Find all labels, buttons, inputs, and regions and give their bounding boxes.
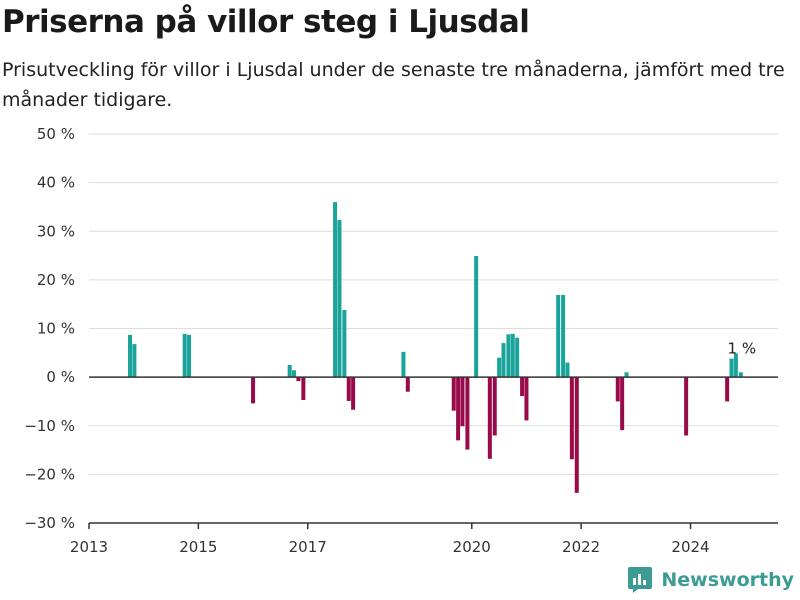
x-tick-label: 2022 [562, 538, 600, 556]
x-tick-label: 2020 [453, 538, 491, 556]
bar [492, 377, 497, 436]
bar [128, 334, 133, 378]
bar [337, 220, 342, 378]
chart-title: Priserna på villor steg i Ljusdal [2, 4, 530, 40]
bar [401, 351, 406, 378]
bar [624, 372, 629, 378]
bar [615, 377, 620, 402]
bar [296, 377, 301, 382]
bar [729, 358, 734, 378]
bar [182, 333, 187, 378]
x-tick-label: 2013 [70, 538, 108, 556]
y-tick-label: 20 % [37, 271, 75, 289]
bar [497, 357, 502, 378]
bar [725, 377, 730, 402]
tick-labels: −30 % −20 % −10 % 0 % 10 % 20 % 30 % 40 % 50 % 20… [24, 125, 709, 556]
bar [565, 362, 570, 378]
bar [501, 343, 506, 378]
bar [460, 377, 465, 427]
bar [351, 377, 356, 410]
newsworthy-logo: Newsworthy [627, 566, 794, 594]
y-tick-label: 30 % [37, 222, 75, 240]
bar [187, 334, 192, 378]
bar [251, 377, 256, 404]
bar [132, 344, 137, 378]
bar [524, 377, 529, 421]
bar [556, 294, 561, 378]
y-tick-label: 40 % [37, 174, 75, 192]
y-tick-label: 10 % [37, 320, 75, 338]
bar [301, 377, 306, 400]
y-tick-label: 0 % [46, 368, 75, 386]
bar [561, 294, 566, 378]
grid-lines [89, 133, 778, 524]
bar [506, 334, 511, 378]
axes [88, 376, 778, 529]
bar [346, 377, 351, 401]
bar [684, 377, 689, 436]
bar [515, 337, 520, 378]
bar [405, 377, 410, 392]
bar [569, 377, 574, 460]
bar [738, 372, 743, 378]
x-tick-label: 2017 [289, 538, 327, 556]
bar [487, 377, 492, 459]
bar [620, 377, 625, 431]
bar [510, 333, 515, 378]
x-tick-label: 2015 [179, 538, 217, 556]
bar [451, 377, 456, 411]
x-tick-label: 2024 [671, 538, 709, 556]
bar [292, 370, 297, 378]
bar [520, 377, 525, 397]
bar [474, 256, 479, 378]
bar [574, 377, 579, 493]
annotations: 1 % [728, 339, 757, 357]
bar [333, 202, 338, 378]
newsworthy-logo-icon [628, 567, 653, 593]
bars [128, 202, 743, 493]
brand-name: Newsworthy [661, 569, 794, 591]
bar [456, 377, 461, 441]
y-tick-label: −10 % [24, 417, 75, 435]
y-tick-label: 50 % [37, 125, 75, 143]
data-label: 1 % [728, 339, 757, 357]
bar [465, 377, 470, 450]
y-tick-label: −30 % [24, 514, 75, 532]
bar [733, 353, 738, 378]
bar [342, 310, 347, 378]
bar [287, 364, 292, 378]
chart-subtitle: Prisutveckling för villor i Ljusdal unde… [2, 59, 785, 111]
y-tick-label: −20 % [24, 465, 75, 483]
